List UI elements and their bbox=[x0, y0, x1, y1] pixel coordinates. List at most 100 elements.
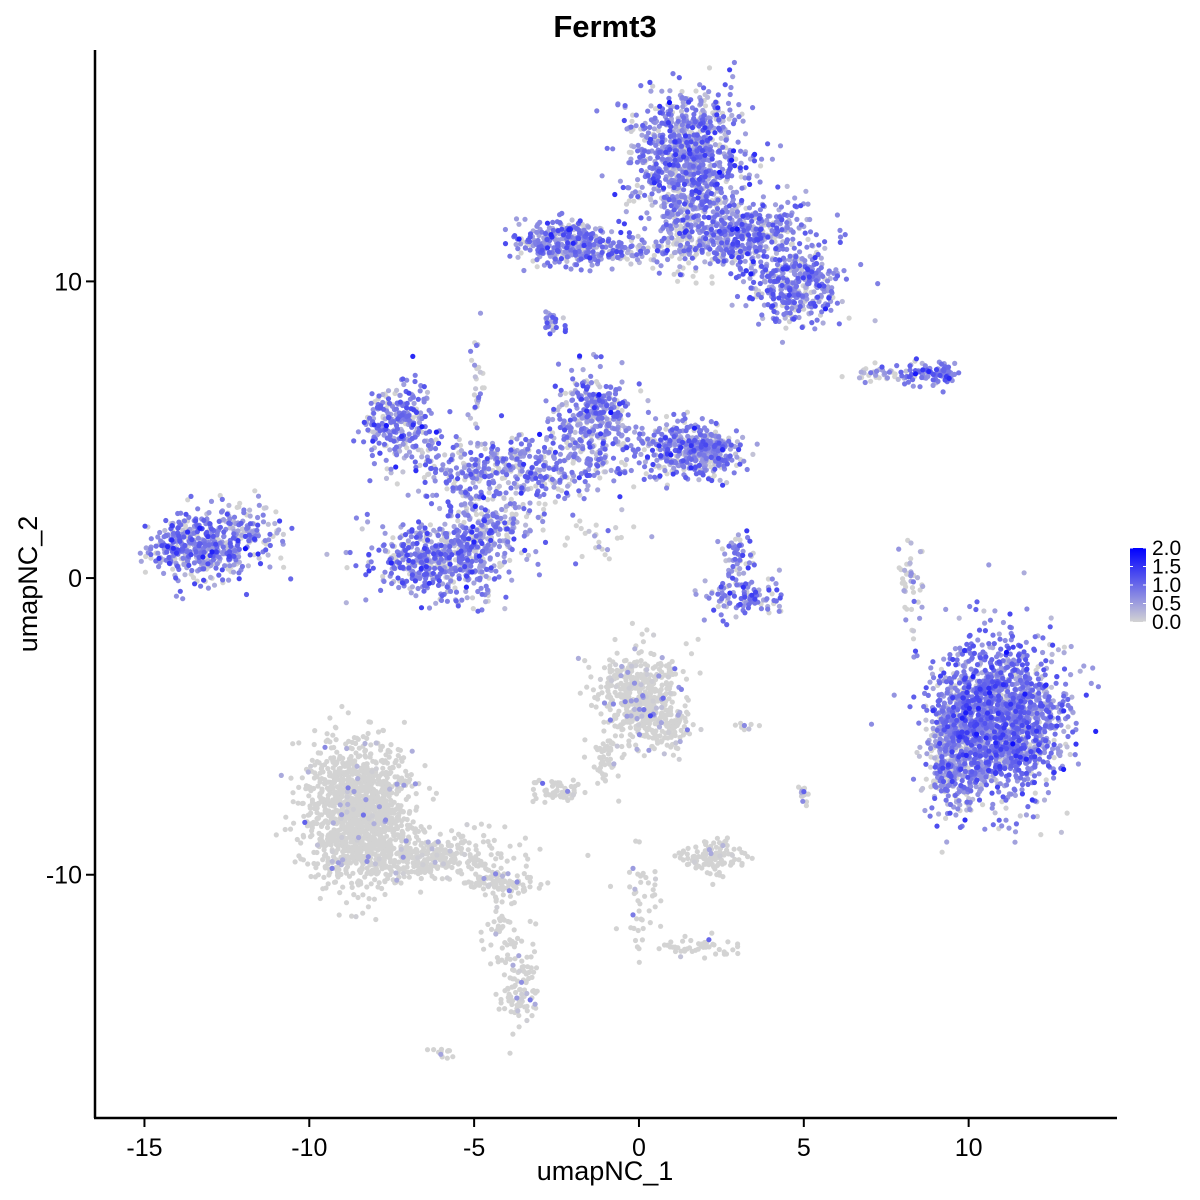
cell-point bbox=[426, 471, 432, 477]
cell-point bbox=[749, 855, 755, 861]
cell-point bbox=[349, 739, 355, 746]
cell-point bbox=[394, 825, 401, 832]
cell-point bbox=[362, 832, 368, 838]
cell-point bbox=[729, 302, 735, 308]
cell-point bbox=[361, 801, 367, 807]
cell-point bbox=[426, 824, 432, 830]
cell-point bbox=[380, 727, 386, 734]
cell-point bbox=[463, 880, 469, 886]
cell-point bbox=[638, 682, 644, 688]
cell-point bbox=[444, 486, 450, 492]
cell-point bbox=[648, 103, 654, 109]
cell-point bbox=[497, 918, 503, 924]
cell-point bbox=[265, 552, 271, 558]
cell-point bbox=[324, 825, 331, 831]
cell-point bbox=[335, 808, 341, 814]
cell-point bbox=[336, 912, 342, 918]
cell-point bbox=[634, 916, 640, 922]
cell-point bbox=[464, 595, 470, 601]
cell-point bbox=[868, 378, 874, 384]
cell-point bbox=[344, 864, 351, 870]
cell-point bbox=[570, 777, 576, 783]
cell-point bbox=[307, 834, 314, 840]
cell-point bbox=[605, 751, 612, 757]
cell-point bbox=[360, 734, 366, 740]
cell-point bbox=[628, 261, 634, 267]
cell-point bbox=[422, 829, 428, 835]
cell-point bbox=[531, 949, 538, 955]
cell-point bbox=[290, 790, 296, 796]
cell-point bbox=[678, 727, 684, 734]
cell-point bbox=[697, 670, 703, 676]
cell-point bbox=[265, 521, 271, 527]
cell-point bbox=[626, 738, 632, 744]
cell-point bbox=[524, 954, 530, 960]
cell-point bbox=[421, 846, 427, 852]
cell-point bbox=[491, 863, 497, 869]
cell-point bbox=[373, 798, 379, 804]
cell-point bbox=[364, 865, 370, 871]
cell-point bbox=[718, 135, 724, 141]
cell-point bbox=[456, 831, 462, 837]
cell-point bbox=[390, 535, 396, 541]
cell-point bbox=[359, 864, 365, 871]
cell-point bbox=[247, 507, 253, 513]
cell-point bbox=[369, 868, 375, 874]
cell-point bbox=[499, 475, 505, 481]
cell-point bbox=[384, 833, 390, 839]
cell-point bbox=[638, 879, 644, 885]
cell-point bbox=[601, 665, 608, 671]
cell-point bbox=[616, 798, 622, 804]
cell-point bbox=[765, 576, 772, 582]
cell-point bbox=[170, 566, 176, 572]
cell-point bbox=[510, 962, 516, 968]
cell-point bbox=[520, 964, 527, 970]
cell-point bbox=[182, 572, 188, 578]
cell-point bbox=[537, 846, 543, 852]
cell-point bbox=[373, 916, 379, 923]
cell-point bbox=[465, 847, 471, 853]
cell-point bbox=[630, 112, 636, 118]
cell-point bbox=[858, 369, 864, 375]
cell-point bbox=[609, 678, 615, 684]
cell-point bbox=[669, 658, 675, 665]
cell-point bbox=[288, 775, 294, 781]
cell-point bbox=[509, 435, 515, 441]
cell-point bbox=[382, 792, 388, 798]
cell-point bbox=[532, 1001, 538, 1007]
cell-point bbox=[447, 859, 453, 865]
cell-point bbox=[330, 832, 336, 838]
cell-point bbox=[433, 600, 439, 606]
cell-point bbox=[330, 732, 336, 738]
cell-point bbox=[341, 826, 347, 832]
cell-point bbox=[420, 862, 426, 868]
cell-point bbox=[653, 705, 660, 711]
cell-point bbox=[1058, 829, 1064, 835]
cell-point bbox=[695, 636, 701, 642]
cell-point bbox=[360, 892, 366, 898]
cell-point bbox=[652, 882, 658, 888]
cell-point bbox=[580, 367, 586, 373]
cell-point bbox=[380, 861, 386, 867]
cell-point bbox=[529, 1013, 535, 1019]
cell-point bbox=[593, 379, 600, 385]
cell-point bbox=[495, 959, 501, 965]
cell-point bbox=[570, 792, 577, 798]
cell-point bbox=[495, 851, 501, 857]
cell-point bbox=[412, 826, 419, 832]
cell-point bbox=[657, 733, 663, 739]
cell-point bbox=[308, 873, 314, 880]
cell-point bbox=[682, 933, 688, 940]
cell-point bbox=[410, 415, 416, 421]
cell-point bbox=[710, 881, 716, 888]
cell-point bbox=[300, 857, 306, 863]
cell-point bbox=[162, 527, 168, 534]
cell-point bbox=[597, 676, 604, 683]
cell-point bbox=[562, 542, 568, 548]
cell-point bbox=[290, 799, 296, 805]
cell-point bbox=[632, 429, 638, 435]
cell-point bbox=[656, 666, 663, 672]
cell-point bbox=[685, 845, 691, 852]
cell-point bbox=[613, 926, 620, 932]
cell-point bbox=[519, 991, 525, 997]
